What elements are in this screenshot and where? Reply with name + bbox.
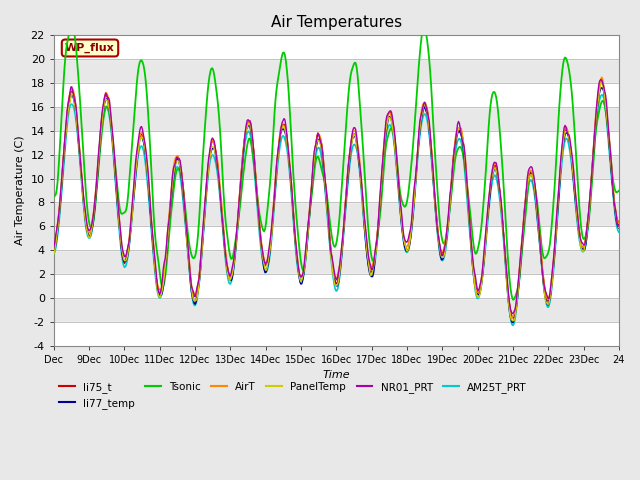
Y-axis label: Air Temperature (C): Air Temperature (C) <box>15 136 25 245</box>
Bar <box>54 179 619 203</box>
X-axis label: Time: Time <box>323 370 350 380</box>
Legend: li75_t, li77_temp, Tsonic, AirT, PanelTemp, NR01_PRT, AM25T_PRT: li75_t, li77_temp, Tsonic, AirT, PanelTe… <box>59 382 527 409</box>
Title: Air Temperatures: Air Temperatures <box>271 15 402 30</box>
Bar <box>54 227 619 250</box>
Bar <box>54 131 619 155</box>
Bar <box>54 83 619 107</box>
Bar <box>54 36 619 59</box>
Bar <box>54 274 619 298</box>
Text: WP_flux: WP_flux <box>65 43 115 53</box>
Bar <box>54 322 619 346</box>
